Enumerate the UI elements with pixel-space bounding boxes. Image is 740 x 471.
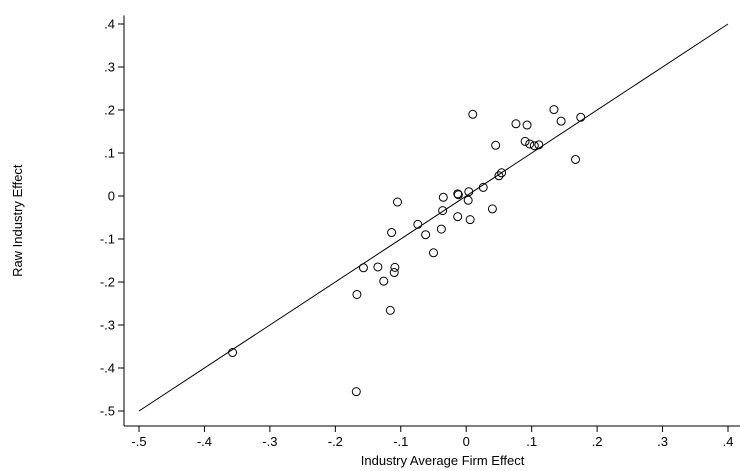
data-point — [373, 262, 383, 272]
fit-line — [138, 23, 729, 412]
x-tick-label: .3 — [657, 434, 668, 449]
data-point — [525, 139, 535, 149]
data-point — [522, 120, 532, 130]
data-point — [352, 289, 362, 299]
y-tick-label: -.2 — [100, 275, 115, 290]
data-point — [487, 204, 497, 214]
data-point — [549, 105, 559, 115]
data-point — [520, 136, 530, 146]
data-point — [387, 228, 397, 238]
data-point — [468, 109, 478, 119]
data-point — [385, 305, 395, 315]
x-tick-label: .4 — [723, 434, 734, 449]
x-tick-label: -.3 — [262, 434, 277, 449]
x-tick-label: .2 — [592, 434, 603, 449]
x-axis-title: Industry Average Firm Effect — [361, 453, 525, 468]
data-point — [438, 206, 448, 216]
data-point — [453, 212, 463, 222]
data-point — [393, 197, 403, 207]
data-point — [421, 230, 431, 240]
data-point — [379, 276, 389, 286]
y-tick-label: .2 — [104, 103, 115, 118]
data-point — [571, 154, 581, 164]
data-point — [453, 189, 463, 199]
data-point — [351, 387, 361, 397]
y-tick-label: .3 — [104, 60, 115, 75]
data-point — [497, 168, 507, 178]
data-point — [413, 219, 423, 229]
y-axis-ticks: -.5 -.4 -.3 -.2 -.1 0 .1 .2 .3 .4 — [100, 17, 124, 419]
x-axis-ticks: -.5 -.4 -.3 -.2 -.1 0 .1 .2 .3 .4 — [131, 426, 733, 449]
data-point — [429, 248, 438, 258]
y-axis-title: Raw Industry Effect — [10, 164, 25, 277]
x-tick-label: 0 — [463, 434, 470, 449]
x-tick-label: -.1 — [393, 434, 408, 449]
data-point — [511, 119, 521, 129]
y-tick-label: -.5 — [100, 404, 115, 419]
x-tick-label: .1 — [526, 434, 537, 449]
data-point — [389, 268, 399, 278]
data-point — [494, 171, 504, 181]
y-tick-label: -.3 — [100, 318, 115, 333]
data-point — [436, 224, 446, 234]
data-point — [491, 140, 501, 150]
y-tick-label: -.1 — [100, 232, 115, 247]
x-tick-label: -.2 — [328, 434, 343, 449]
data-point — [534, 140, 544, 150]
data-point — [463, 195, 473, 205]
data-point — [576, 112, 586, 122]
y-tick-label: .4 — [104, 17, 115, 32]
x-tick-label: -.4 — [197, 434, 212, 449]
data-point — [556, 116, 566, 126]
data-point — [438, 192, 448, 202]
data-point — [453, 190, 463, 200]
y-tick-label: -.4 — [100, 361, 115, 376]
y-tick-label: .1 — [104, 146, 115, 161]
data-point — [390, 262, 400, 272]
data-point — [465, 215, 475, 225]
y-tick-label: 0 — [108, 189, 115, 204]
data-point — [529, 141, 539, 151]
x-tick-label: -.5 — [131, 434, 146, 449]
data-points — [228, 105, 586, 397]
